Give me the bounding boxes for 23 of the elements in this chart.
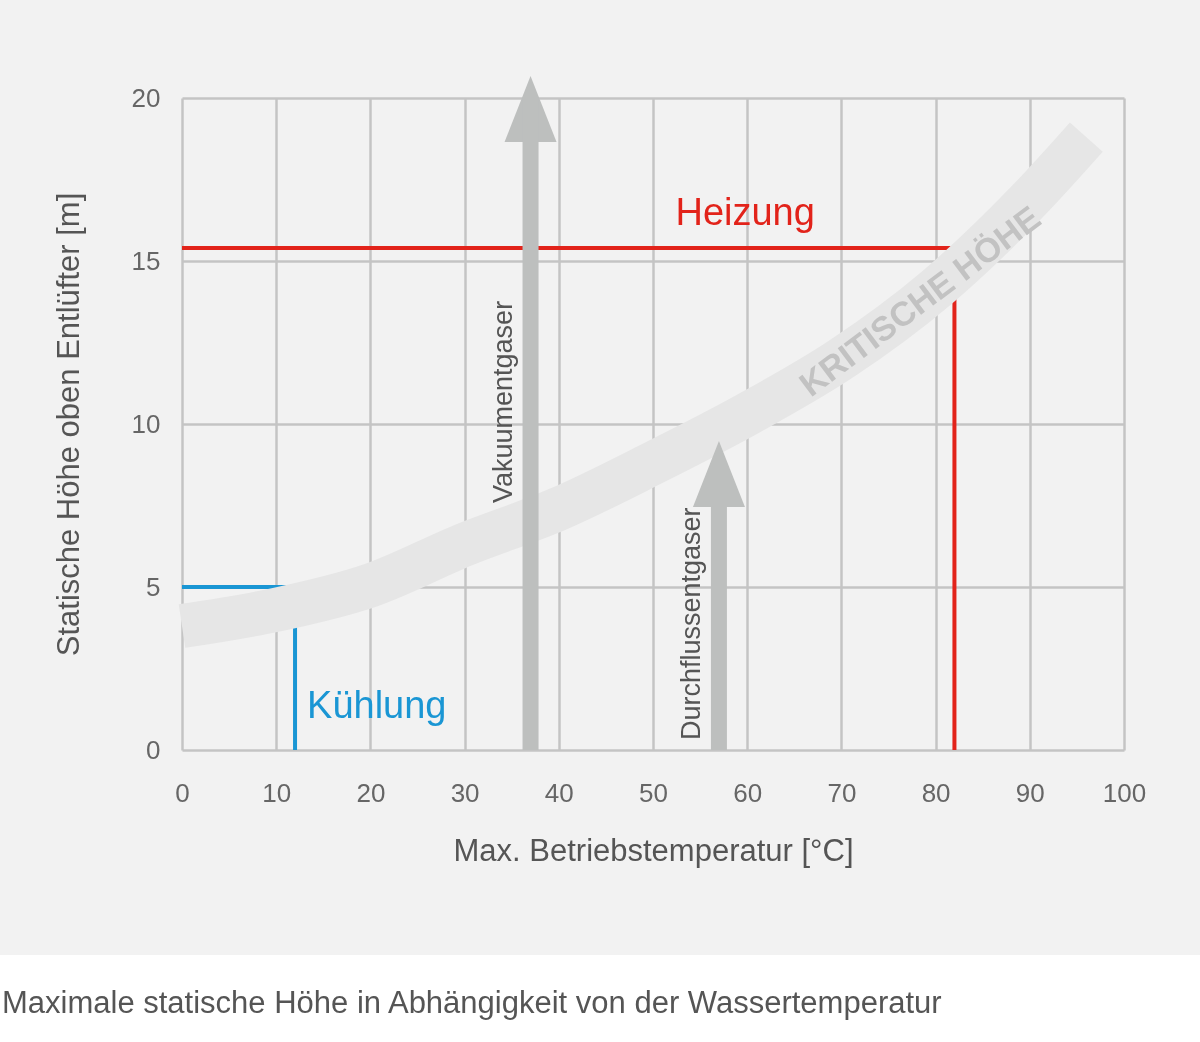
series-label: Heizung — [675, 190, 815, 233]
x-tick-label: 30 — [450, 777, 480, 808]
text: Maximale statische Höhe in Abhängigkeit von der Wassertemperatur — [2, 985, 943, 1021]
x-tick-label: 50 — [639, 777, 668, 808]
x-tick-label: 70 — [827, 777, 857, 808]
y-tick-label: 10 — [131, 408, 161, 439]
y-tick-label: 15 — [131, 245, 161, 276]
x-tick-label: 80 — [921, 777, 951, 808]
y-axis-title: Statische Höhe oben Entlüfter [m] — [50, 192, 86, 657]
text: Durchflussentgaser — [675, 507, 706, 740]
x-tick-label: 60 — [733, 777, 763, 808]
series-label: Kühlung — [307, 684, 447, 726]
x-tick-label: 10 — [262, 777, 292, 808]
y-tick-label: 5 — [146, 571, 161, 602]
text: Vakuumentgaser — [487, 300, 518, 503]
x-tick-label: 0 — [175, 777, 190, 808]
y-tick-label: 20 — [131, 82, 161, 113]
x-axis-title: Max. Betriebstemperatur [°C] — [453, 832, 854, 868]
x-tick-label: 100 — [1102, 777, 1147, 808]
x-tick-label: 20 — [356, 777, 386, 808]
y-tick-label: 0 — [146, 734, 161, 765]
x-tick-label: 40 — [544, 777, 574, 808]
x-tick-label: 90 — [1015, 777, 1045, 808]
